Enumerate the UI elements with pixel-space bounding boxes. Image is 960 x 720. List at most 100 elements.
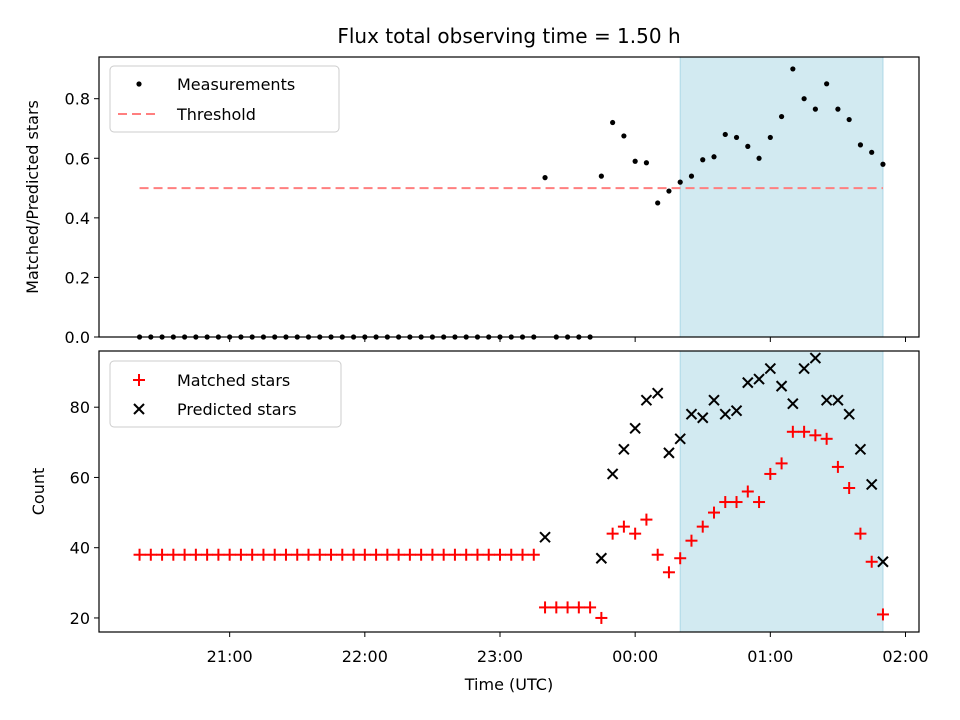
matched-star-point xyxy=(617,520,630,533)
matched-star-point xyxy=(178,548,191,561)
predicted-star-point xyxy=(798,362,810,375)
legend-measurements-marker xyxy=(136,81,142,87)
predicted-star-point xyxy=(820,394,833,406)
measurement-point xyxy=(621,133,627,139)
x-axis-label: Time (UTC) xyxy=(464,675,553,694)
measurement-point xyxy=(824,81,830,87)
measurement-point xyxy=(745,143,751,149)
measurement-point xyxy=(733,134,740,141)
matched-star-point xyxy=(843,481,856,494)
measurement-point xyxy=(610,119,616,126)
predicted-star-point xyxy=(697,412,709,424)
matched-star-point xyxy=(471,548,484,561)
matched-star-point xyxy=(741,485,754,498)
measurement-point xyxy=(812,106,818,112)
predicted-star-point xyxy=(843,408,855,420)
predicted-star-point xyxy=(719,408,731,420)
x-tick-label: 02:00 xyxy=(882,647,928,666)
measurement-point xyxy=(880,161,886,167)
matched-star-point xyxy=(584,601,597,614)
top-y-tick-label: 0.4 xyxy=(65,209,90,228)
predicted-star-point xyxy=(629,422,641,434)
matched-star-point xyxy=(550,601,563,614)
measurement-point xyxy=(666,188,672,194)
legend-measurements-label: Measurements xyxy=(177,75,295,94)
top-y-axis-label: Matched/Predicted stars xyxy=(23,100,42,294)
bottom-y-tick-label: 40 xyxy=(70,539,90,558)
predicted-star-point xyxy=(651,387,664,399)
top-y-ticks: 0.0 0.2 0.4 0.6 0.8 xyxy=(65,90,99,347)
matched-star-point xyxy=(809,429,822,442)
predicted-star-point xyxy=(865,478,878,491)
measurement-point xyxy=(655,200,661,206)
matched-star-point xyxy=(527,548,540,561)
measurement-point xyxy=(778,113,785,120)
predicted-star-point xyxy=(877,556,889,568)
top-panel: 0.00.20.40.60.8 Matched/Predicted stars … xyxy=(23,56,920,347)
matched-star-point xyxy=(325,548,338,561)
matched-star-point xyxy=(674,552,687,565)
measurement-point xyxy=(643,160,650,166)
chart-title: Flux total observing time = 1.50 h xyxy=(337,24,680,48)
matched-star-point xyxy=(865,555,878,568)
measurement-point xyxy=(869,149,875,155)
matched-star-point xyxy=(437,548,450,561)
matched-star-point xyxy=(786,425,799,438)
predicted-star-point xyxy=(595,552,608,564)
predicted-star-point xyxy=(764,362,777,375)
matched-star-point xyxy=(561,601,574,614)
predicted-star-point xyxy=(787,397,799,410)
bottom-axes-frame xyxy=(98,350,920,633)
predicted-star-point xyxy=(606,468,619,480)
matched-star-point xyxy=(482,548,495,561)
x-tick-label: 00:00 xyxy=(612,647,658,666)
predicted-star-point xyxy=(854,443,867,456)
matched-star-point xyxy=(246,548,259,561)
predicted-star-point xyxy=(775,380,788,392)
matched-star-point xyxy=(572,601,585,614)
matched-star-point xyxy=(708,506,720,519)
bottom-legend: Matched stars Predicted stars xyxy=(109,360,342,428)
matched-star-point xyxy=(685,534,698,547)
top-y-tick-label: 0.0 xyxy=(65,328,90,347)
measurement-point xyxy=(688,173,695,179)
matched-star-point xyxy=(358,548,371,561)
measurement-point xyxy=(801,96,807,102)
matched-star-point xyxy=(201,548,214,561)
matched-star-point xyxy=(606,527,619,540)
matched-star-point xyxy=(651,548,664,561)
matched-star-point xyxy=(347,548,360,561)
matched-star-point xyxy=(831,460,844,473)
bottom-x-ticks: 21:00 22:00 23:00 00:00 01:00 02:00 xyxy=(207,632,929,666)
matched-star-point xyxy=(764,467,777,480)
top-legend-box xyxy=(109,65,340,133)
matched-star-point xyxy=(696,520,709,533)
matched-star-point xyxy=(279,548,292,561)
matched-star-point xyxy=(381,548,394,561)
matched-star-point xyxy=(505,548,518,561)
predicted-star-point xyxy=(640,394,653,406)
bottom-y-tick-label: 60 xyxy=(70,468,90,487)
predicted-star-point xyxy=(685,408,698,420)
matched-star-point xyxy=(539,601,552,614)
matched-star-point xyxy=(313,548,326,561)
top-y-tick-label: 0.2 xyxy=(65,268,90,287)
matched-star-point xyxy=(876,608,889,621)
matched-star-point xyxy=(640,513,653,526)
matched-star-point xyxy=(426,548,439,561)
top-y-tick-label: 0.6 xyxy=(65,149,90,168)
matched-star-point xyxy=(415,548,428,561)
measurement-point xyxy=(767,134,773,141)
measurement-point xyxy=(846,116,852,123)
measurement-point xyxy=(756,155,762,161)
matched-star-point xyxy=(516,548,529,561)
matched-star-point xyxy=(460,548,473,561)
predicted-star-point xyxy=(618,443,630,456)
matched-star-point xyxy=(189,548,202,561)
matched-star-point xyxy=(291,548,304,561)
top-observing-window-shade xyxy=(679,56,884,338)
matched-star-point xyxy=(629,527,642,540)
x-tick-label: 23:00 xyxy=(477,647,523,666)
measurement-point xyxy=(542,175,548,181)
